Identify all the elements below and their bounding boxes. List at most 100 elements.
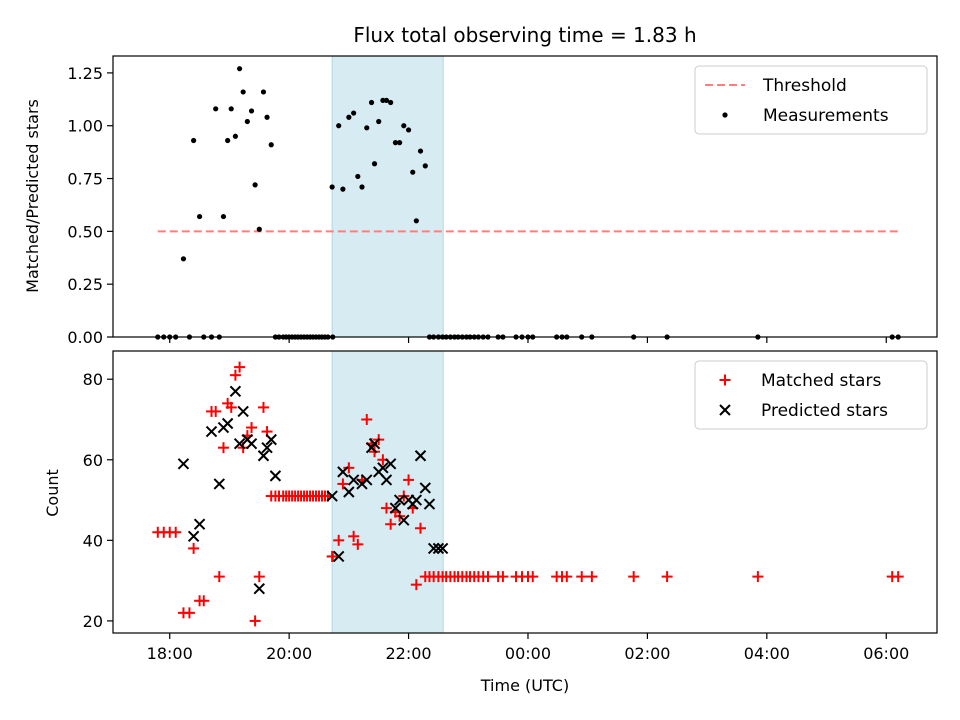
data-point <box>229 369 241 381</box>
axes-frame <box>112 350 938 634</box>
data-point <box>249 615 261 627</box>
data-point <box>364 125 370 131</box>
data-point <box>268 142 274 148</box>
data-point <box>393 494 406 506</box>
y-tick-label: 40 <box>83 531 103 550</box>
bottom-y-axis-label: Count <box>43 469 62 517</box>
data-point <box>410 169 416 175</box>
data-point <box>419 482 431 494</box>
shaded-interval <box>331 55 444 338</box>
data-point <box>376 118 382 125</box>
bottom-panel: 20 40 60 80 18:00 20:00 22:00 00:00 02:00 04:00 06… <box>83 350 938 663</box>
data-point <box>329 184 335 190</box>
data-point <box>340 186 346 192</box>
data-point <box>187 530 200 543</box>
data-point <box>384 458 397 470</box>
data-point <box>333 534 345 546</box>
data-point <box>205 425 218 438</box>
data-point <box>392 140 399 146</box>
y-tick-label: 1.00 <box>67 117 103 136</box>
top-y-axis-label: Matched/Predicted stars <box>23 99 42 293</box>
legend-predicted-swatch <box>719 404 731 416</box>
data-point <box>414 450 427 462</box>
data-point <box>183 607 195 619</box>
data-point <box>423 498 436 510</box>
y-tick-label: 0.25 <box>67 275 103 294</box>
legend-matched-label: Matched stars <box>761 371 881 391</box>
data-point <box>892 571 904 583</box>
data-point <box>232 133 239 139</box>
data-point <box>403 474 415 486</box>
data-point <box>234 361 246 373</box>
data-point <box>586 571 598 583</box>
legend-threshold-label: Threshold <box>762 76 847 96</box>
data-point <box>252 182 258 188</box>
data-point <box>225 401 237 413</box>
y-tick-label: 60 <box>83 451 103 470</box>
data-point <box>217 442 229 454</box>
data-point <box>326 490 338 502</box>
data-point <box>327 550 339 562</box>
data-point <box>246 422 258 434</box>
top-panel: 0.00 0.25 0.50 0.75 1.00 1.25 Threshold Measure… <box>67 55 938 347</box>
y-tick-label: 0.75 <box>67 170 103 189</box>
y-tick-label: 0.00 <box>67 328 103 347</box>
data-point <box>410 579 422 591</box>
data-point <box>398 514 410 526</box>
data-point <box>233 437 246 450</box>
data-point <box>221 417 234 430</box>
data-point <box>422 163 428 169</box>
data-point <box>269 470 282 482</box>
x-tick-label: 20:00 <box>266 644 312 663</box>
data-point <box>371 161 378 167</box>
data-point <box>188 542 200 554</box>
data-point <box>256 226 262 232</box>
data-point <box>482 571 494 583</box>
legend: Threshold Measurements <box>694 65 928 135</box>
y-tick-label: 1.25 <box>67 64 103 83</box>
data-point <box>427 542 440 555</box>
data-point <box>413 218 419 224</box>
data-point <box>415 522 427 534</box>
legend: Matched stars Predicted stars <box>694 360 928 430</box>
legend-matched-swatch <box>719 374 731 386</box>
data-point <box>180 256 187 262</box>
data-point <box>245 437 258 450</box>
data-point <box>236 66 243 72</box>
data-point <box>389 502 402 514</box>
data-point <box>388 99 394 106</box>
data-point <box>257 401 269 413</box>
data-point <box>337 466 349 478</box>
y-tick-label: 0.50 <box>67 222 103 241</box>
data-point <box>210 405 222 417</box>
data-point <box>343 486 355 498</box>
y-tick-label: 20 <box>83 612 103 631</box>
x-axis-label: Time (UTC) <box>480 676 569 695</box>
data-point <box>337 478 349 490</box>
y-tick-label: 80 <box>83 370 103 389</box>
data-point <box>332 550 345 563</box>
data-point <box>397 140 403 146</box>
data-point <box>385 518 397 530</box>
data-point <box>432 542 445 555</box>
data-point <box>225 137 231 144</box>
data-point <box>352 538 364 550</box>
chart-title: Flux total observing time = 1.83 h <box>353 23 696 47</box>
data-point <box>261 441 273 454</box>
shaded-interval <box>331 350 444 634</box>
data-point <box>196 213 203 220</box>
data-point <box>228 106 234 112</box>
data-point <box>351 110 357 116</box>
data-point <box>348 530 360 542</box>
data-point <box>410 494 423 506</box>
legend-predicted-label: Predicted stars <box>761 401 888 421</box>
data-point <box>380 502 392 514</box>
data-point <box>237 405 249 418</box>
data-point <box>213 106 219 112</box>
x-tick-label: 04:00 <box>744 644 790 663</box>
data-point <box>355 173 361 180</box>
x-tick-label: 00:00 <box>505 644 551 663</box>
data-point <box>193 518 206 530</box>
data-point <box>229 385 242 397</box>
